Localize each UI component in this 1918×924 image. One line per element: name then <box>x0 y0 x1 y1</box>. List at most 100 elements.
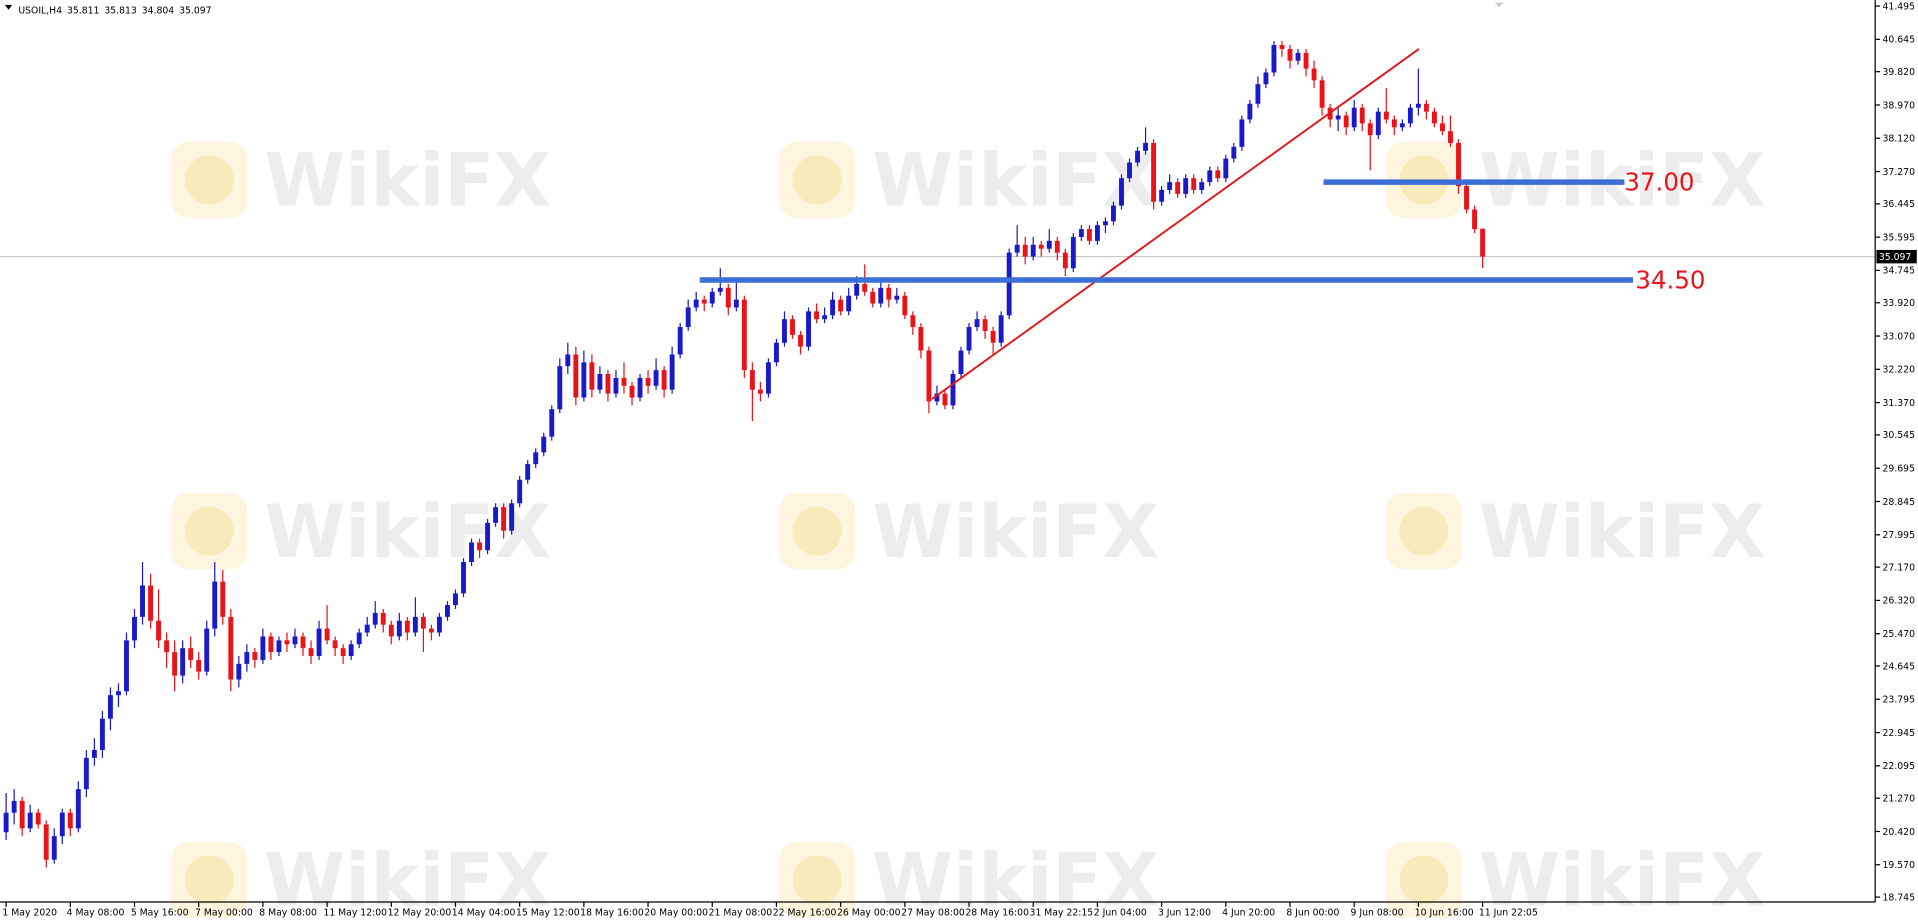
y-tick-label: 37.270 <box>1883 167 1916 178</box>
candle-body <box>124 640 129 692</box>
candle-body <box>404 620 410 633</box>
candle-body <box>116 691 121 696</box>
candle-body <box>613 377 619 394</box>
x-tick-label: 8 Jun 00:00 <box>1286 907 1339 918</box>
watermark-logo <box>171 842 248 918</box>
x-tick-label: 18 May 16:00 <box>580 907 644 918</box>
candle-body <box>380 612 386 625</box>
candle-body <box>1135 150 1140 163</box>
candle-body <box>493 507 499 523</box>
y-tick-label: 34.745 <box>1883 266 1916 277</box>
candle-body <box>733 299 739 308</box>
candle-body <box>1247 103 1253 120</box>
candle-body <box>1431 111 1437 124</box>
candle-body <box>950 374 956 406</box>
candle-body <box>509 503 515 531</box>
candle-body <box>1391 119 1397 128</box>
candle-body <box>541 436 547 453</box>
candle-body <box>300 636 306 649</box>
watermark-logo-mark <box>1399 855 1449 905</box>
y-tick-label: 31.370 <box>1883 398 1916 409</box>
watermark-logo <box>1385 493 1462 570</box>
candle-body <box>717 287 723 292</box>
candle-body <box>557 366 563 410</box>
candle-body <box>830 299 836 316</box>
candle-body <box>958 350 964 375</box>
candle-body <box>140 585 145 617</box>
candle-body <box>701 299 707 304</box>
candle-body <box>1191 178 1197 190</box>
x-tick-label: 4 May 08:00 <box>67 907 125 918</box>
watermark-logo <box>1385 842 1462 918</box>
candle-body <box>1480 228 1486 257</box>
candle-body <box>854 283 860 296</box>
x-tick-label: 7 May 00:00 <box>195 907 253 918</box>
y-tick-label: 39.820 <box>1883 67 1916 78</box>
y-tick-label: 26.320 <box>1883 596 1916 607</box>
y-tick-label: 36.445 <box>1883 199 1916 210</box>
candle-body <box>1239 119 1245 147</box>
x-tick-label: 2 Jun 04:00 <box>1094 907 1147 918</box>
candle-body <box>220 581 226 617</box>
plot-area: 37.00 34.50 <box>0 41 1876 868</box>
candle-body <box>725 287 731 308</box>
candle-body <box>388 624 394 637</box>
header-value: 35.097 <box>179 5 212 16</box>
watermark-logo <box>779 493 856 570</box>
x-tick-label: 28 May 16:00 <box>965 907 1029 918</box>
candle-body <box>1086 229 1092 241</box>
x-tick-label: 4 Jun 20:00 <box>1222 907 1275 918</box>
y-tick-label: 24.645 <box>1883 661 1916 672</box>
candle-body <box>1311 68 1317 81</box>
candle-body <box>372 612 378 625</box>
candle-body <box>774 342 779 363</box>
y-tick-label: 27.995 <box>1883 530 1916 541</box>
candle-body <box>862 283 868 292</box>
x-tick-label: 26 May 00:00 <box>837 907 901 918</box>
watermark-logo <box>779 141 856 218</box>
watermark-text: WikiFX <box>264 139 551 224</box>
candle-body <box>1423 103 1429 112</box>
y-tick-label: 32.220 <box>1883 365 1916 376</box>
candle-body <box>164 640 170 653</box>
candle-body <box>196 659 202 672</box>
candle-body <box>91 750 97 758</box>
candle-body <box>1279 45 1285 49</box>
candle-body <box>1038 244 1044 249</box>
candle-body <box>1287 48 1293 61</box>
candle-body <box>67 812 73 829</box>
watermarks: WikiFX WikiFX WikiFX WikiFX WikiFX WikiFX Wiki… <box>171 139 1766 924</box>
x-tick-label: 9 Jun 08:00 <box>1351 907 1404 918</box>
candle-body <box>1464 186 1469 210</box>
candle-body <box>782 319 787 343</box>
watermark-logo-mark <box>792 855 842 905</box>
candle-body <box>1014 244 1020 253</box>
candle-body <box>1167 182 1173 190</box>
y-tick-label: 38.120 <box>1883 134 1916 145</box>
candle-body <box>990 330 996 343</box>
candle-body <box>1456 142 1461 187</box>
candle-body <box>1151 142 1157 202</box>
candle-body <box>1440 123 1445 132</box>
candle-body <box>1143 142 1149 151</box>
candle-body <box>918 327 924 351</box>
candle-body <box>461 562 466 594</box>
candle-body <box>934 393 940 402</box>
candle-body <box>1046 240 1052 249</box>
shift-marker <box>1494 2 1504 8</box>
candle-body <box>1375 111 1381 136</box>
candle-body <box>1319 80 1325 108</box>
trend-line <box>931 48 1420 400</box>
candle-body <box>212 581 218 629</box>
candle-body <box>581 362 587 398</box>
candle-body <box>1231 146 1237 159</box>
menu-arrow[interactable] <box>4 4 13 10</box>
candle-body <box>204 628 210 672</box>
watermark-text: WikiFX <box>872 490 1159 575</box>
candle-body <box>1102 221 1108 226</box>
candle-body <box>1199 182 1205 190</box>
candle-body <box>902 295 908 316</box>
candle-body <box>1359 107 1365 124</box>
